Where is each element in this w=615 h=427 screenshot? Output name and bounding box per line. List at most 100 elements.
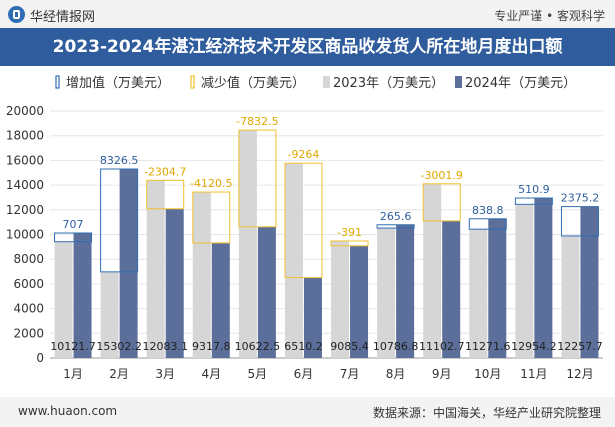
bar-chart: 0 2000 4000 6000 8000 10000 12000 14000 16000 180…: [6, 75, 603, 381]
change-label: -2304.7: [144, 165, 186, 178]
x-tick-label: 8月: [386, 367, 406, 381]
decrease-bracket: [192, 191, 231, 244]
x-tick-label: 1月: [63, 367, 83, 381]
value-label-2024: 11271.6: [465, 340, 511, 353]
decrease-bracket: [422, 183, 461, 222]
y-tick-label: 14000: [6, 178, 44, 192]
bar-2023: [377, 228, 396, 358]
change-label: 2375.2: [561, 192, 600, 205]
bar-2023: [469, 229, 488, 358]
bar-2024: [350, 245, 369, 358]
bar-2024: [165, 208, 184, 358]
legend-swatch-s24: [455, 76, 462, 88]
bar-2023: [192, 192, 211, 358]
legend-label: 增加值（万美元）: [66, 75, 170, 91]
x-tick-label: 4月: [201, 367, 221, 381]
x-tick-label: 3月: [155, 367, 175, 381]
change-label: 510.9: [518, 183, 550, 196]
bar-2024: [580, 206, 599, 358]
x-tick-label: 12月: [566, 367, 593, 381]
value-label-2024: 12954.2: [511, 340, 557, 353]
bar-2024: [534, 198, 553, 358]
data-source: 数据来源：中国海关，华经产业研究院整理: [372, 406, 601, 420]
top-bar: 华经情报网 专业严谨 • 客观科学: [0, 0, 615, 28]
decrease-bracket: [330, 240, 369, 247]
bar-2023: [54, 241, 73, 358]
y-tick-label: 2000: [13, 326, 44, 340]
x-tick-label: 7月: [340, 367, 360, 381]
value-label-2024: 10786.8: [373, 340, 419, 353]
bar-2024: [488, 218, 507, 358]
x-tick-label: 5月: [248, 367, 268, 381]
y-tick-label: 10000: [6, 228, 44, 242]
chart-title: 2023-2024年湛江经济技术开发区商品收发货人所在地月度出口额: [0, 28, 615, 66]
y-tick-label: 6000: [13, 277, 44, 291]
website-url[interactable]: www.huaon.com: [18, 404, 118, 418]
decrease-bracket: [284, 162, 323, 279]
bar-2024: [73, 232, 92, 358]
increase-bracket: [514, 197, 553, 205]
bar-2023: [100, 271, 119, 358]
y-tick-label: 18000: [6, 129, 44, 143]
value-label-2024: 10622.5: [235, 340, 281, 353]
bar-2024: [211, 242, 230, 358]
y-tick-label: 12000: [6, 203, 44, 217]
tagline: 专业严谨 • 客观科学: [494, 9, 605, 23]
bar-2023: [284, 163, 303, 358]
bar-2024: [396, 224, 415, 358]
legend-swatch-increase: [55, 75, 60, 89]
bar-2023: [561, 235, 580, 358]
value-label-2024: 6510.2: [284, 340, 323, 353]
y-tick-label: 0: [36, 351, 44, 365]
y-tick-label: 16000: [6, 153, 44, 167]
increase-bracket: [468, 218, 507, 230]
x-tick-label: 10月: [474, 367, 501, 381]
value-label-2024: 10121.7: [50, 340, 96, 353]
legend-swatch-decrease: [190, 75, 195, 89]
footer-bar: www.huaon.com 数据来源：中国海关，华经产业研究院整理: [0, 397, 615, 427]
change-label: -3001.9: [420, 169, 462, 182]
increase-bracket: [54, 232, 93, 243]
increase-bracket: [100, 168, 139, 273]
change-label: 8326.5: [100, 154, 139, 167]
legend-label: 2024年（万美元）: [465, 76, 576, 91]
decrease-bracket: [238, 129, 277, 228]
y-tick-label: 4000: [13, 302, 44, 316]
value-label-2024: 15302.2: [96, 340, 142, 353]
increase-bracket: [376, 224, 415, 229]
bar-2023: [238, 130, 257, 358]
y-tick-label: 20000: [6, 104, 44, 118]
increase-bracket: [560, 206, 599, 237]
value-label-2024: 9317.8: [192, 340, 231, 353]
bar-2024: [303, 277, 322, 358]
bar-2024: [442, 220, 461, 358]
decrease-bracket: [146, 179, 185, 210]
brand-name: 华经情报网: [30, 10, 96, 25]
x-tick-label: 11月: [520, 367, 547, 381]
x-tick-label: 2月: [109, 367, 129, 381]
change-label: -9264: [287, 148, 319, 161]
change-label: -7832.5: [236, 115, 278, 128]
bar-2024: [257, 226, 276, 358]
bar-2023: [146, 180, 165, 358]
change-label: 707: [63, 218, 84, 231]
x-tick-label: 9月: [432, 367, 452, 381]
value-label-2024: 9085.4: [330, 340, 369, 353]
value-label-2024: 12257.7: [557, 340, 603, 353]
bar-2023: [515, 204, 534, 358]
bar-2023: [331, 240, 350, 358]
change-label: -391: [337, 226, 362, 239]
change-label: 838.8: [472, 204, 504, 217]
x-tick-label: 6月: [294, 367, 314, 381]
change-label: 265.6: [380, 210, 412, 223]
value-label-2024: 12083.1: [142, 340, 188, 353]
y-tick-label: 8000: [13, 252, 44, 266]
bar-2023: [423, 183, 442, 358]
legend-swatch-s23: [323, 76, 330, 88]
bar-2024: [119, 169, 138, 358]
change-label: -4120.5: [190, 177, 232, 190]
legend-label: 减少值（万美元）: [201, 75, 305, 91]
legend-label: 2023年（万美元）: [333, 76, 444, 91]
huajing-logo-icon: [8, 6, 25, 23]
value-label-2024: 11102.7: [419, 340, 465, 353]
